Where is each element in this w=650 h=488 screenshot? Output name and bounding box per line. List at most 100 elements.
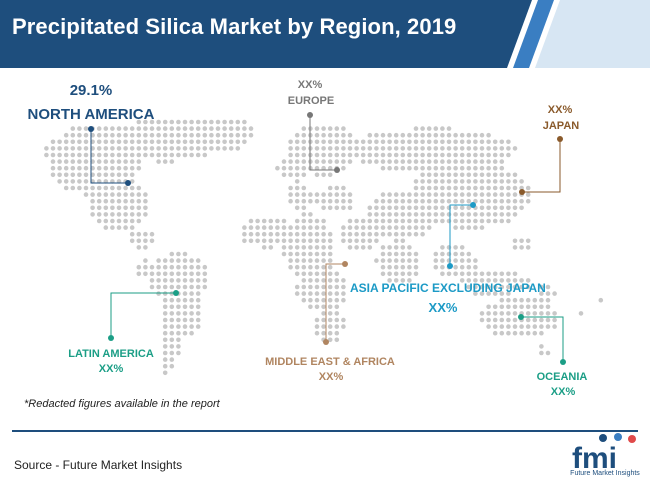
map-dot bbox=[393, 146, 399, 151]
japan-value: XX% bbox=[547, 104, 573, 116]
map-dot bbox=[123, 152, 128, 158]
map-dot bbox=[96, 132, 102, 138]
map-dot bbox=[413, 225, 419, 230]
oceania-label: OCEANIA bbox=[536, 371, 588, 383]
map-dot bbox=[453, 159, 458, 164]
map-dot bbox=[90, 185, 95, 191]
map-dot bbox=[162, 350, 168, 356]
map-dot bbox=[506, 297, 511, 303]
map-dot bbox=[136, 165, 142, 171]
map-dot bbox=[77, 179, 82, 184]
map-dot bbox=[136, 132, 142, 138]
map-dot bbox=[459, 205, 465, 211]
map-dot bbox=[334, 297, 340, 303]
map-dot bbox=[400, 139, 406, 145]
map-dot bbox=[189, 304, 194, 310]
map-dot bbox=[334, 185, 340, 191]
map-dot bbox=[301, 238, 307, 244]
map-dot bbox=[182, 278, 188, 283]
map-dot bbox=[103, 126, 109, 131]
map-dot bbox=[116, 139, 122, 145]
map-dot bbox=[235, 132, 241, 138]
map-dot bbox=[387, 258, 392, 263]
map-dot bbox=[578, 311, 584, 316]
map-dot bbox=[466, 159, 472, 164]
map-dot bbox=[268, 218, 274, 224]
map-dot bbox=[294, 159, 300, 164]
map-dot bbox=[459, 271, 465, 277]
map-dot bbox=[301, 185, 307, 191]
map-dot bbox=[374, 212, 379, 217]
map-dot bbox=[57, 179, 62, 184]
map-dot bbox=[195, 146, 201, 151]
map-dot bbox=[334, 291, 340, 296]
map-dot bbox=[426, 198, 432, 204]
map-dot bbox=[327, 324, 333, 329]
map-dot bbox=[479, 212, 485, 217]
map-dot bbox=[473, 192, 478, 197]
map-dot bbox=[433, 159, 439, 164]
map-dot bbox=[420, 165, 425, 171]
map-dot bbox=[486, 284, 491, 290]
map-dot bbox=[301, 218, 307, 224]
map-dot bbox=[506, 271, 511, 277]
map-dot bbox=[479, 291, 485, 296]
map-dot bbox=[545, 324, 551, 329]
map-dot bbox=[426, 179, 432, 184]
map-dot bbox=[176, 278, 181, 283]
map-dot bbox=[512, 179, 518, 184]
map-dot bbox=[162, 258, 168, 263]
map-dot bbox=[321, 152, 326, 158]
map-dot bbox=[387, 212, 392, 217]
map-dot bbox=[393, 238, 399, 244]
map-dot bbox=[492, 311, 498, 316]
map-dot bbox=[301, 264, 307, 270]
map-dot bbox=[387, 205, 392, 211]
map-dot bbox=[473, 179, 478, 184]
japan-leader-line bbox=[522, 139, 561, 193]
map-dot bbox=[446, 159, 452, 164]
map-dot bbox=[70, 126, 76, 131]
map-dot bbox=[116, 192, 122, 197]
map-dot bbox=[440, 205, 445, 211]
mea-label: MIDDLE EAST & AFRICA bbox=[265, 356, 395, 368]
map-dot bbox=[202, 132, 208, 138]
map-dot bbox=[215, 126, 221, 131]
map-dot bbox=[407, 212, 412, 217]
map-dot bbox=[327, 278, 333, 283]
map-dot bbox=[308, 251, 313, 257]
map-dot bbox=[327, 198, 333, 204]
middle-east-africa-leader-line bbox=[325, 263, 345, 342]
map-dot bbox=[459, 185, 465, 191]
map-dot bbox=[189, 330, 194, 336]
map-dot bbox=[466, 205, 472, 211]
map-dot bbox=[512, 304, 518, 310]
map-dot bbox=[110, 152, 115, 158]
map-dot bbox=[123, 205, 128, 211]
map-dot bbox=[380, 132, 386, 138]
map-dot bbox=[400, 225, 406, 230]
map-dot bbox=[499, 291, 505, 296]
map-dot bbox=[321, 278, 326, 283]
map-dot bbox=[176, 132, 181, 138]
map-dot bbox=[143, 205, 148, 211]
map-dot bbox=[176, 297, 181, 303]
map-dot bbox=[202, 119, 208, 125]
map-dot bbox=[189, 119, 194, 125]
map-dot bbox=[176, 126, 181, 131]
map-dot bbox=[334, 317, 340, 323]
map-dot bbox=[321, 317, 326, 323]
map-dot bbox=[499, 304, 505, 310]
map-dot bbox=[156, 284, 161, 290]
map-dot bbox=[294, 198, 300, 204]
map-dot bbox=[294, 165, 300, 171]
map-dot bbox=[519, 179, 524, 184]
map-dot bbox=[393, 192, 399, 197]
map-dot bbox=[512, 271, 518, 277]
map-dot bbox=[400, 218, 406, 224]
map-dot bbox=[275, 225, 280, 230]
map-dot bbox=[380, 271, 386, 277]
map-dot bbox=[539, 317, 544, 323]
map-dots bbox=[44, 119, 604, 376]
map-dot bbox=[50, 159, 56, 164]
